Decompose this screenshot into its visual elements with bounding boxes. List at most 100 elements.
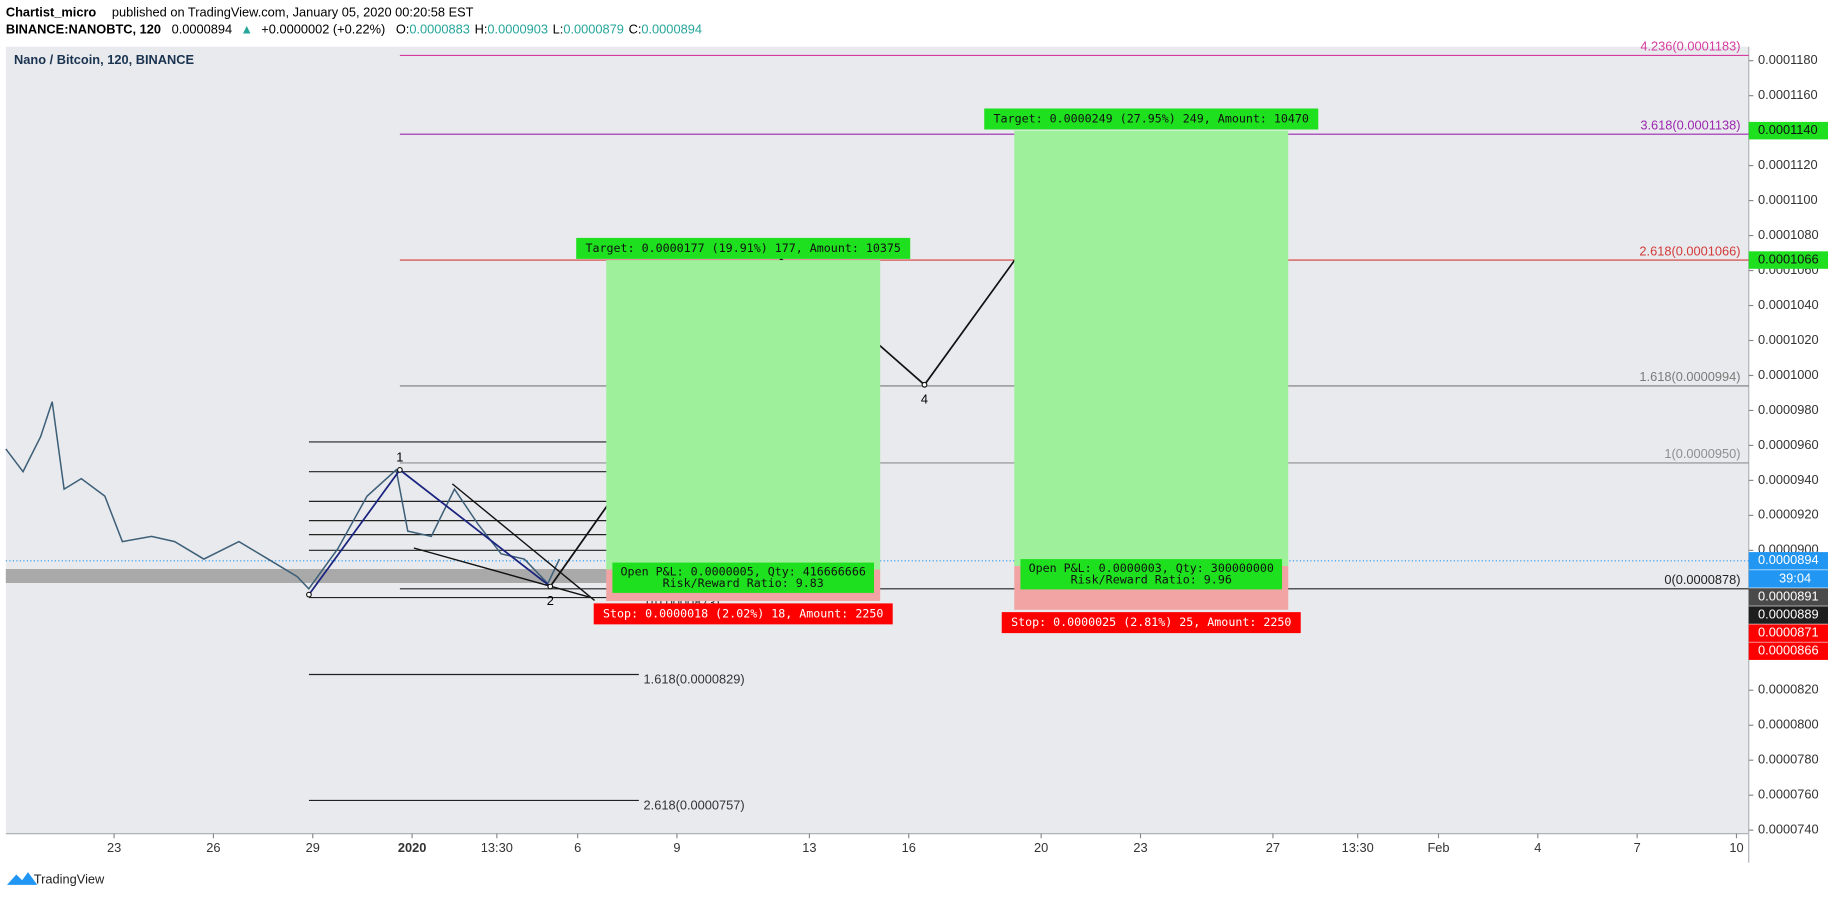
ohlc-key: H: — [475, 22, 488, 37]
symbol: BINANCE:NANOBTC, 120 — [6, 22, 161, 37]
x-tick-label: Feb — [1427, 840, 1449, 855]
y-tick-label: 0.0000980 — [1758, 402, 1819, 417]
wave-label: 1 — [396, 450, 403, 465]
x-tick-label: 9 — [673, 840, 680, 855]
stop-label: Stop: 0.0000025 (2.81%) 25, Amount: 2250 — [1011, 615, 1291, 629]
stop-label-bg — [593, 603, 893, 625]
pnl-label: Open P&L: 0.0000003, Qty: 300000000 — [1029, 561, 1274, 575]
price-label: 0.0000894 — [1758, 552, 1819, 567]
fib-label: 1(0.0000950) — [1664, 446, 1740, 461]
y-tick-label: 0.0000780 — [1758, 752, 1819, 767]
y-tick-label: 0.0001160 — [1758, 87, 1818, 102]
price-label-bg — [1748, 624, 1828, 642]
x-tick-label: 16 — [902, 840, 916, 855]
trend-line — [413, 547, 589, 598]
target-label-bg — [984, 108, 1319, 130]
stop-label-bg — [1001, 612, 1301, 634]
y-tick-label: 0.0001080 — [1758, 227, 1819, 242]
published: published on TradingView.com, January 05… — [112, 4, 474, 19]
x-tick-label: 23 — [1133, 840, 1147, 855]
fib-label: 2.618(0.0000757) — [644, 798, 745, 813]
y-tick-label: 0.0000960 — [1758, 437, 1819, 452]
price-label-bg — [1748, 606, 1828, 624]
wave-label: 2 — [547, 593, 554, 608]
price-label-bg — [1748, 121, 1828, 140]
fib-label: 0(0.0000878) — [1664, 572, 1740, 587]
price-line — [5, 401, 561, 590]
y-tick-label: 0.0001040 — [1758, 297, 1819, 312]
ohlc-key: C: — [629, 22, 642, 37]
ohlc-value: 0.0000879 — [563, 22, 624, 37]
ohlc-value: 0.0000903 — [487, 22, 548, 37]
price-label-bg — [1748, 251, 1828, 269]
y-tick-label: 0.0001180 — [1758, 52, 1818, 67]
x-tick-label: 20 — [1034, 840, 1048, 855]
y-tick-label: 0.0000760 — [1758, 787, 1819, 802]
price-label-bg — [1748, 570, 1828, 588]
x-tick-label: 6 — [574, 840, 581, 855]
x-tick-label: 2020 — [398, 840, 427, 855]
ohlc-value: 0.0000883 — [409, 22, 470, 37]
trend-line — [451, 483, 596, 602]
wave-point — [921, 381, 928, 388]
brand: TradingView — [34, 872, 105, 887]
overlay: Target: 0.0000177 (19.91%) 177, Amount: … — [576, 108, 1319, 634]
fib-label: 1.618(0.0000829) — [644, 672, 745, 687]
x-tick-label: 4 — [1534, 840, 1541, 855]
price-label: 0.0000866 — [1758, 643, 1819, 658]
ohlc-key: O: — [396, 22, 410, 37]
y-tick-label: 0.0001100 — [1758, 192, 1818, 207]
x-tick-label: 13:30 — [481, 840, 513, 855]
price-label: 0.0000891 — [1758, 588, 1819, 603]
y-tick-label: 0.0001120 — [1758, 157, 1818, 172]
target-label: Target: 0.0000249 (27.95%) 249, Amount: … — [994, 111, 1309, 125]
price-label: 39:04 — [1779, 570, 1811, 585]
y-tick-label: 0.0000800 — [1758, 717, 1819, 732]
price-label-bg — [1748, 552, 1828, 570]
pnl-label: Open P&L: 0.0000005, Qty: 416666666 — [621, 564, 866, 578]
target-zone — [606, 260, 881, 570]
logo — [6, 872, 38, 885]
support-zone — [5, 568, 618, 583]
target-label-bg — [576, 237, 911, 259]
author: Chartist_micro — [6, 4, 97, 19]
change: +0.0000002 (+0.22%) — [261, 22, 385, 37]
fib-label: 1.618(0.0000994) — [1639, 369, 1740, 384]
target-zone — [1014, 130, 1289, 567]
ohlc-key: L: — [553, 22, 564, 37]
price-label: 0.0001140 — [1758, 122, 1818, 137]
y-tick-label: 0.0001000 — [1758, 367, 1819, 382]
wave-point — [547, 583, 554, 590]
stop-label: Stop: 0.0000018 (2.02%) 18, Amount: 2250 — [603, 606, 883, 620]
footer: TradingView — [6, 872, 105, 887]
x-tick-label: 13:30 — [1342, 840, 1374, 855]
price-label: 0.0001066 — [1758, 251, 1819, 266]
rr-label: Risk/Reward Ratio: 9.83 — [663, 576, 824, 590]
y-tick-label: 0.0001020 — [1758, 332, 1819, 347]
x-tick-label: 13 — [802, 840, 816, 855]
x-tick-label: 26 — [206, 840, 220, 855]
y-tick-label: 0.0000940 — [1758, 472, 1819, 487]
target-label: Target: 0.0000177 (19.91%) 177, Amount: … — [586, 241, 901, 255]
ohlc-value: 0.0000894 — [641, 22, 702, 37]
wave-point — [306, 591, 312, 598]
price-label: 0.0000871 — [1758, 625, 1819, 640]
x-tick-label: 27 — [1266, 840, 1280, 855]
x-tick-label: 7 — [1634, 840, 1641, 855]
pnl-bg — [612, 562, 875, 593]
y-tick-label: 0.0000740 — [1758, 822, 1819, 837]
x-tick-label: 10 — [1729, 840, 1743, 855]
last-price: 0.0000894 — [172, 22, 233, 37]
wave-point — [396, 466, 403, 473]
x-tick-label: 23 — [107, 840, 121, 855]
fib-label: 4.236(0.0001183) — [1640, 39, 1740, 54]
symbol-line: BINANCE:NANOBTC, 120 0.0000894 ▲ +0.0000… — [6, 22, 702, 37]
fib-label: 2.618(0.0001066) — [1639, 243, 1740, 258]
header: Chartist_micro published on TradingView.… — [6, 4, 474, 19]
legend: Nano / Bitcoin, 120, BINANCE — [14, 52, 195, 67]
fib-label: 3.618(0.0001138) — [1640, 117, 1740, 132]
y-tick-label: 0.0000920 — [1758, 507, 1819, 522]
y-tick-label: 0.0000820 — [1758, 682, 1819, 697]
price-label: 0.0000889 — [1758, 606, 1819, 621]
